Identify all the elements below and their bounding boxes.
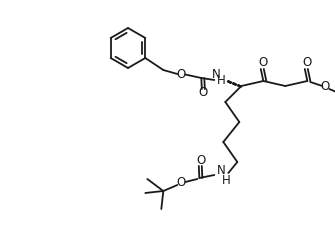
Text: O: O <box>321 80 330 93</box>
Text: O: O <box>177 176 186 190</box>
Text: O: O <box>259 56 268 70</box>
Text: O: O <box>303 56 312 70</box>
Text: O: O <box>199 85 208 99</box>
Text: N: N <box>217 165 226 177</box>
Text: H: H <box>217 74 226 86</box>
Text: N: N <box>212 69 221 81</box>
Text: O: O <box>197 153 206 167</box>
Text: H: H <box>222 173 231 186</box>
Text: O: O <box>177 68 186 80</box>
